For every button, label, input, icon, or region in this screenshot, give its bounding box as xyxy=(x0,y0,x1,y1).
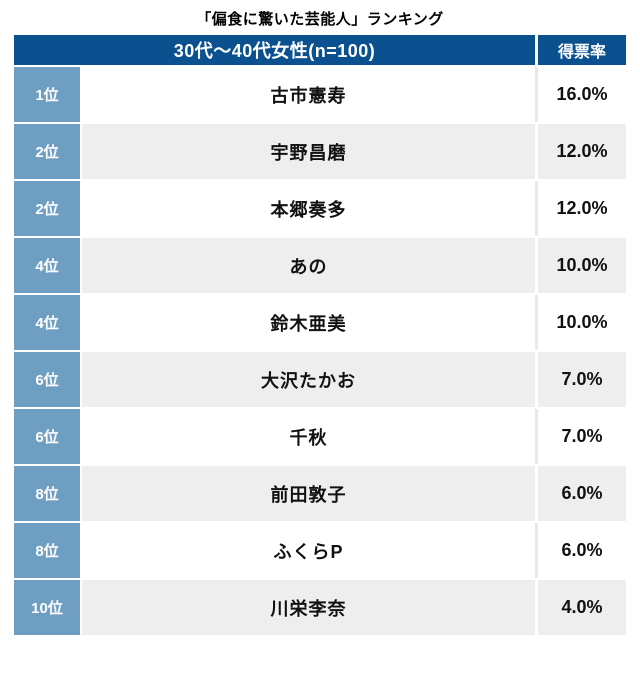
table-row: 4位 鈴木亜美 10.0% xyxy=(14,295,626,350)
column-divider xyxy=(535,580,538,635)
column-divider xyxy=(535,409,538,464)
vote-percentage: 16.0% xyxy=(538,67,626,122)
table-header: 30代〜40代女性(n=100) 得票率 xyxy=(14,35,626,65)
rank-badge: 4位 xyxy=(14,295,80,350)
column-divider xyxy=(535,352,538,407)
table-row: 8位 前田敦子 6.0% xyxy=(14,466,626,521)
table-body: 1位 古市憲寿 16.0% 2位 宇野昌磨 12.0% 2位 本郷奏多 12.0… xyxy=(14,67,626,635)
rank-badge: 6位 xyxy=(14,352,80,407)
column-divider xyxy=(535,124,538,179)
celebrity-name: 大沢たかお xyxy=(82,352,535,407)
vote-percentage: 4.0% xyxy=(538,580,626,635)
table-row: 8位 ふくらP 6.0% xyxy=(14,523,626,578)
column-divider xyxy=(535,523,538,578)
vote-percentage: 12.0% xyxy=(538,181,626,236)
rank-badge: 1位 xyxy=(14,67,80,122)
column-divider xyxy=(535,466,538,521)
celebrity-name: 本郷奏多 xyxy=(82,181,535,236)
vote-percentage: 7.0% xyxy=(538,352,626,407)
table-row: 6位 千秋 7.0% xyxy=(14,409,626,464)
celebrity-name: あの xyxy=(82,238,535,293)
header-column-divider xyxy=(535,35,538,65)
header-group-label: 30代〜40代女性(n=100) xyxy=(14,35,535,65)
vote-percentage: 10.0% xyxy=(538,238,626,293)
rank-badge: 6位 xyxy=(14,409,80,464)
column-divider xyxy=(535,238,538,293)
celebrity-name: ふくらP xyxy=(82,523,535,578)
rank-badge: 2位 xyxy=(14,124,80,179)
celebrity-name: 宇野昌磨 xyxy=(82,124,535,179)
column-divider xyxy=(535,67,538,122)
celebrity-name: 古市憲寿 xyxy=(82,67,535,122)
page-title: 「偏食に驚いた芸能人」ランキング xyxy=(196,11,444,28)
ranking-table: 30代〜40代女性(n=100) 得票率 1位 古市憲寿 16.0% 2位 宇野… xyxy=(14,35,626,637)
rank-badge: 8位 xyxy=(14,466,80,521)
vote-percentage: 12.0% xyxy=(538,124,626,179)
column-divider xyxy=(535,181,538,236)
vote-percentage: 6.0% xyxy=(538,523,626,578)
table-row: 4位 あの 10.0% xyxy=(14,238,626,293)
table-row: 1位 古市憲寿 16.0% xyxy=(14,67,626,122)
rank-badge: 4位 xyxy=(14,238,80,293)
vote-percentage: 6.0% xyxy=(538,466,626,521)
celebrity-name: 千秋 xyxy=(82,409,535,464)
rank-badge: 8位 xyxy=(14,523,80,578)
celebrity-name: 鈴木亜美 xyxy=(82,295,535,350)
table-row: 2位 本郷奏多 12.0% xyxy=(14,181,626,236)
rank-badge: 10位 xyxy=(14,580,80,635)
vote-percentage: 7.0% xyxy=(538,409,626,464)
header-value-label: 得票率 xyxy=(538,35,626,65)
rank-badge: 2位 xyxy=(14,181,80,236)
celebrity-name: 前田敦子 xyxy=(82,466,535,521)
celebrity-name: 川栄李奈 xyxy=(82,580,535,635)
column-divider xyxy=(535,295,538,350)
table-row: 6位 大沢たかお 7.0% xyxy=(14,352,626,407)
table-row: 2位 宇野昌磨 12.0% xyxy=(14,124,626,179)
vote-percentage: 10.0% xyxy=(538,295,626,350)
table-row: 10位 川栄李奈 4.0% xyxy=(14,580,626,635)
